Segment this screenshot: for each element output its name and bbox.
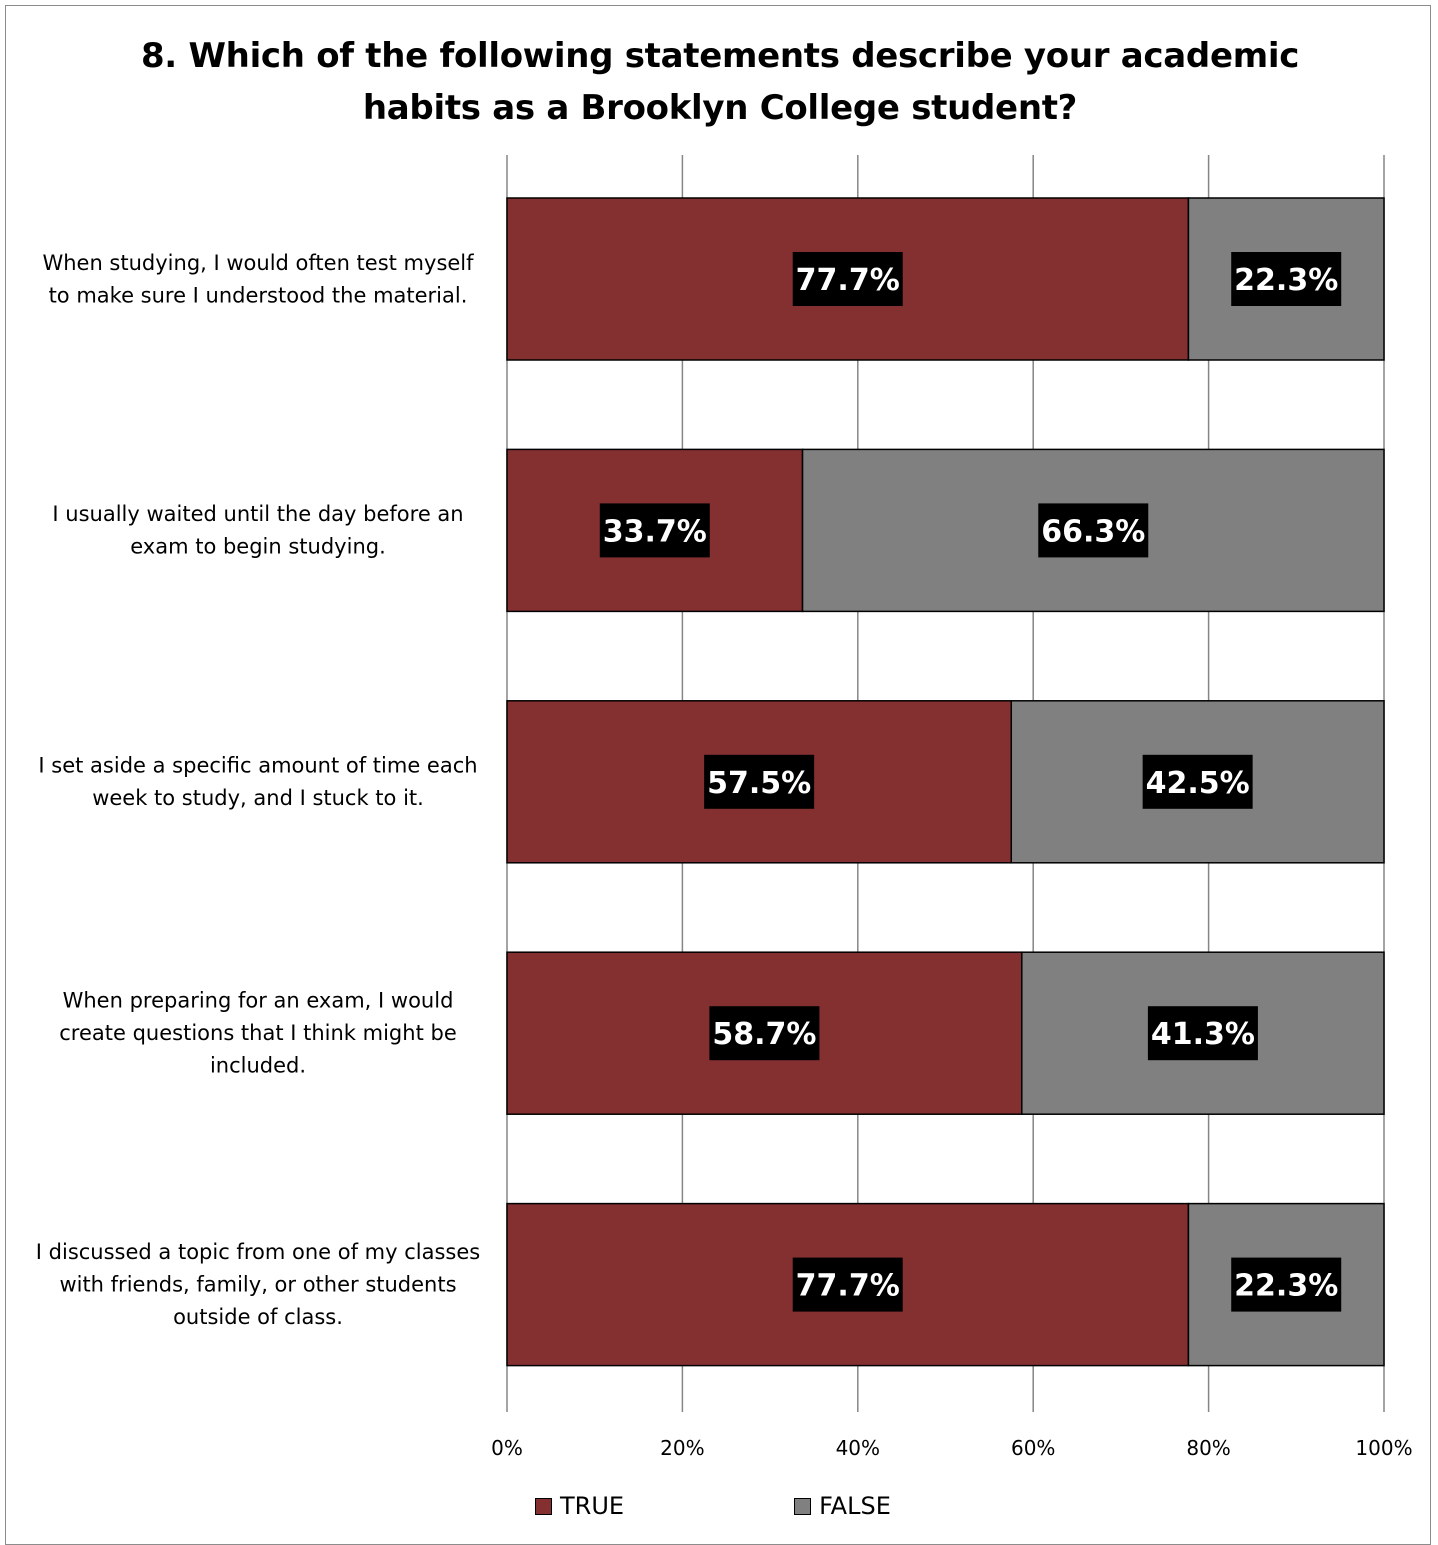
category-label-1: I usually waited until the day before an… — [52, 502, 463, 559]
category-label-3-line-0: When preparing for an exam, I would — [63, 989, 454, 1013]
data-label-true-3: 58.7% — [712, 1017, 816, 1052]
legend-item-false: FALSE — [794, 1492, 891, 1520]
data-label-bg-false-4 — [1231, 1257, 1342, 1312]
data-label-bg-false-0 — [1231, 252, 1342, 306]
x-tick-label-4: 80% — [1186, 1436, 1230, 1460]
x-tick-label-0: 0% — [491, 1436, 523, 1460]
data-label-bg-true-2 — [704, 754, 815, 809]
data-label-false-1: 66.3% — [1041, 514, 1145, 549]
x-tick-label-1: 20% — [660, 1436, 704, 1460]
legend-item-true: TRUE — [535, 1492, 624, 1520]
data-label-bg-false-2 — [1142, 754, 1253, 809]
category-label-3-line-1: create questions that I think might be — [59, 1021, 456, 1045]
category-label-2-line-1: week to study, and I stuck to it. — [92, 786, 424, 810]
x-tick-label-5: 100% — [1355, 1436, 1412, 1460]
category-label-1-line-1: exam to begin studying. — [130, 535, 386, 559]
data-label-false-4: 22.3% — [1234, 1269, 1338, 1304]
data-label-false-0: 22.3% — [1234, 263, 1338, 298]
category-label-3-line-2: included. — [210, 1054, 306, 1078]
category-label-2: I set aside a specific amount of time ea… — [38, 754, 477, 811]
x-tick-label-2: 40% — [836, 1436, 880, 1460]
chart-title: 8. Which of the following statements des… — [120, 30, 1320, 134]
chart-legend: TRUE FALSE — [535, 1492, 1061, 1520]
category-label-1-line-0: I usually waited until the day before an — [52, 502, 463, 526]
category-label-4: I discussed a topic from one of my class… — [36, 1240, 480, 1329]
category-label-4-line-1: with friends, family, or other students — [59, 1273, 456, 1297]
data-label-true-2: 57.5% — [707, 766, 811, 801]
data-label-bg-true-0 — [792, 252, 903, 306]
category-label-2-line-0: I set aside a specific amount of time ea… — [38, 754, 477, 778]
legend-label-false: FALSE — [819, 1492, 891, 1520]
chart-title-line-1: 8. Which of the following statements des… — [140, 36, 1300, 76]
data-label-true-1: 33.7% — [603, 514, 707, 549]
data-label-bg-true-4 — [792, 1257, 903, 1312]
data-label-true-4: 77.7% — [796, 1269, 900, 1304]
data-label-bg-true-1 — [599, 503, 710, 558]
legend-swatch-true — [535, 1497, 552, 1515]
category-label-4-line-2: outside of class. — [173, 1305, 343, 1329]
category-label-0-line-0: When studying, I would often test myself — [42, 251, 474, 275]
category-label-0-line-1: to make sure I understood the material. — [49, 283, 468, 307]
category-label-4-line-0: I discussed a topic from one of my class… — [36, 1240, 480, 1264]
data-label-false-2: 42.5% — [1146, 766, 1250, 801]
category-label-3: When preparing for an exam, I would creat… — [59, 989, 456, 1078]
data-label-bg-false-1 — [1038, 503, 1149, 558]
legend-swatch-false — [794, 1497, 812, 1515]
data-label-bg-false-3 — [1147, 1006, 1258, 1061]
data-label-true-0: 77.7% — [796, 263, 900, 298]
chart-title-line-2: habits as a Brooklyn College student? — [362, 88, 1078, 128]
data-label-bg-true-3 — [709, 1006, 820, 1061]
category-label-0: When studying, I would often test myself… — [42, 251, 474, 308]
data-label-false-3: 41.3% — [1151, 1017, 1255, 1052]
legend-label-true: TRUE — [560, 1492, 625, 1520]
x-tick-label-3: 60% — [1011, 1436, 1055, 1460]
